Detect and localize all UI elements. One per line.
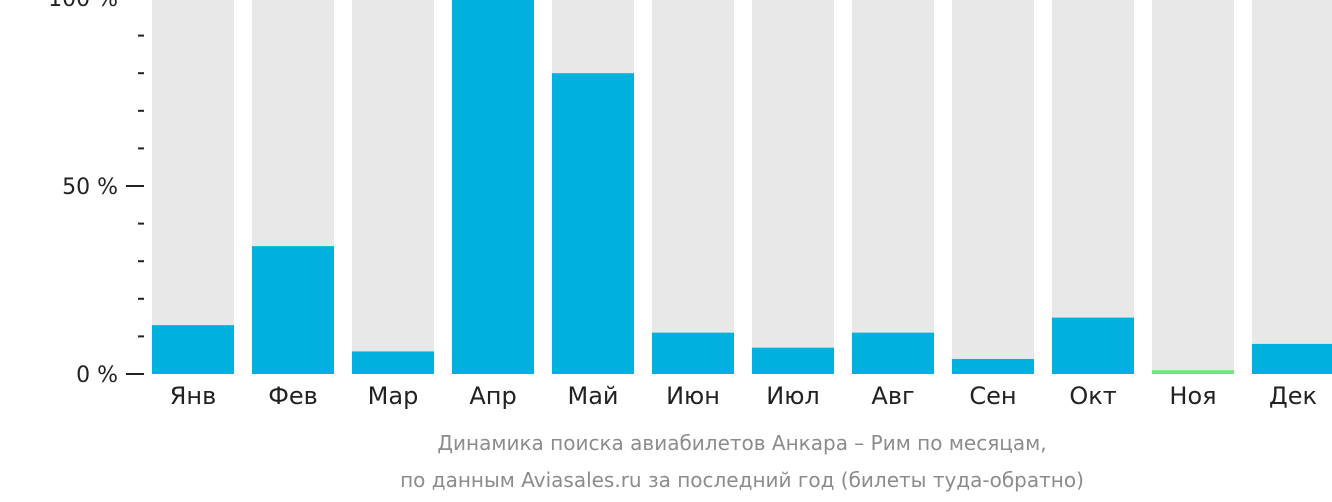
bar-9 bbox=[952, 358, 1034, 374]
bar-6 bbox=[652, 332, 734, 374]
bar-background bbox=[1152, 0, 1234, 374]
y-tick-label: 100 % bbox=[48, 0, 118, 12]
x-tick-label: Ноя bbox=[1169, 382, 1216, 410]
x-tick-label: Мар bbox=[368, 382, 419, 410]
bar-11 bbox=[1152, 370, 1234, 374]
bar-background bbox=[152, 0, 234, 374]
x-tick-label: Янв bbox=[170, 382, 217, 410]
x-tick-label: Авг bbox=[871, 382, 914, 410]
bar-10 bbox=[1052, 317, 1134, 374]
y-tick-label: 0 % bbox=[76, 363, 118, 388]
bar-background bbox=[1252, 0, 1332, 374]
x-tick-label: Июн bbox=[666, 382, 720, 410]
x-tick-label: Фев bbox=[268, 382, 318, 410]
bar-7 bbox=[752, 347, 834, 374]
x-tick-label: Окт bbox=[1069, 382, 1116, 410]
x-tick-label: Сен bbox=[969, 382, 1016, 410]
bar-3 bbox=[352, 351, 434, 374]
x-tick-label: Июл bbox=[766, 382, 820, 410]
y-axis: 0 % 50 % 100 % bbox=[48, 0, 144, 388]
chart-caption-line-2: по данным Aviasales.ru за последний год … bbox=[400, 468, 1084, 492]
bar-background bbox=[852, 0, 934, 374]
bar-background bbox=[1052, 0, 1134, 374]
bar-background bbox=[752, 0, 834, 374]
bar-2 bbox=[252, 246, 334, 374]
bars-group bbox=[152, 0, 1332, 374]
bar-background bbox=[952, 0, 1034, 374]
bar-background bbox=[652, 0, 734, 374]
bar-1 bbox=[152, 325, 234, 374]
bar-8 bbox=[852, 332, 934, 374]
chart-caption-line-1: Динамика поиска авиабилетов Анкара – Рим… bbox=[437, 431, 1047, 455]
bar-background bbox=[352, 0, 434, 374]
y-tick-label: 50 % bbox=[62, 175, 118, 200]
bar-12 bbox=[1252, 343, 1332, 374]
x-tick-label: Апр bbox=[469, 382, 516, 410]
bar-chart: 0 % 50 % 100 % Янв Фев Мар Апр Май Июн Июл Авг Сен… bbox=[48, 0, 1332, 410]
x-axis-labels: Янв Фев Мар Апр Май Июн Июл Авг Сен Окт Ноя Дек bbox=[170, 382, 1317, 410]
x-tick-label: Дек bbox=[1269, 382, 1317, 410]
bar-5 bbox=[552, 73, 634, 374]
bar-4 bbox=[452, 0, 534, 374]
x-tick-label: Май bbox=[567, 382, 618, 410]
